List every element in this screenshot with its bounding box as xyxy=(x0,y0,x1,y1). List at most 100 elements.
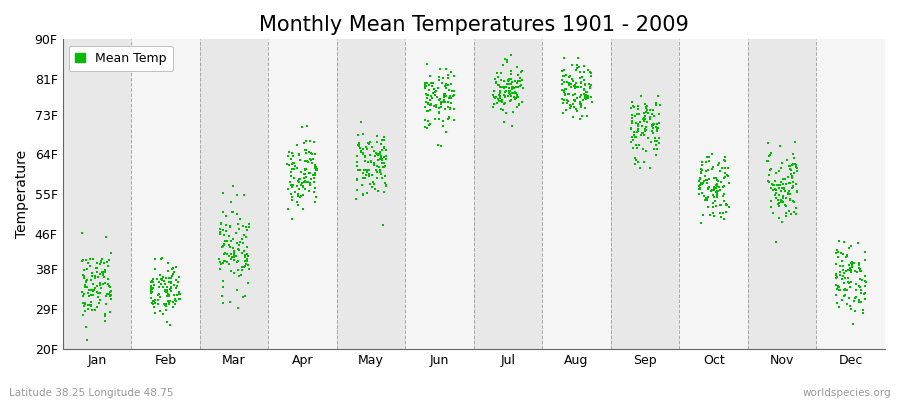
Point xyxy=(292,156,307,163)
Point xyxy=(830,300,844,306)
Point xyxy=(719,209,733,215)
Point xyxy=(777,185,791,191)
Point xyxy=(631,121,645,128)
Point xyxy=(221,253,236,260)
Point xyxy=(351,142,365,149)
Point xyxy=(712,160,726,166)
Point xyxy=(764,181,778,187)
Point xyxy=(101,280,115,287)
Point xyxy=(350,153,365,159)
Point xyxy=(418,83,433,89)
Point xyxy=(154,280,168,287)
Point xyxy=(492,88,507,94)
Point xyxy=(302,158,316,165)
Point xyxy=(76,257,91,263)
Point xyxy=(769,170,783,176)
Point xyxy=(236,223,250,229)
Point xyxy=(578,82,592,88)
Point xyxy=(421,101,436,107)
Point xyxy=(432,108,446,115)
Point xyxy=(296,206,310,212)
Point xyxy=(777,186,791,192)
Point xyxy=(631,111,645,118)
Point xyxy=(493,84,508,90)
Point xyxy=(506,109,520,115)
Point xyxy=(652,111,666,117)
Point xyxy=(76,274,91,281)
Point xyxy=(777,185,791,192)
Point xyxy=(701,154,716,160)
Point xyxy=(298,186,312,192)
Point xyxy=(839,287,853,293)
Point xyxy=(281,186,295,192)
Point xyxy=(718,158,733,164)
Point xyxy=(563,102,578,108)
Point xyxy=(487,88,501,95)
Point xyxy=(784,211,798,217)
Point xyxy=(850,269,864,275)
Point xyxy=(710,183,724,189)
Point xyxy=(82,256,96,262)
Point xyxy=(292,175,307,182)
Point xyxy=(497,92,511,98)
Point xyxy=(495,97,509,103)
Point xyxy=(234,236,248,242)
Point xyxy=(558,106,572,113)
Point xyxy=(158,288,172,294)
Point xyxy=(422,82,436,88)
Point xyxy=(89,265,104,272)
Point xyxy=(573,100,588,107)
Point xyxy=(93,282,107,288)
Point xyxy=(365,179,380,185)
Point xyxy=(222,223,237,230)
Point xyxy=(639,148,653,154)
Legend: Mean Temp: Mean Temp xyxy=(68,46,173,71)
Point xyxy=(580,89,594,96)
Point xyxy=(81,293,95,299)
Point xyxy=(431,74,446,80)
Point xyxy=(224,268,238,274)
Point xyxy=(280,160,294,167)
Point xyxy=(502,81,517,87)
Point xyxy=(438,85,453,91)
Point xyxy=(561,90,575,97)
Point xyxy=(554,68,569,74)
Point xyxy=(649,124,663,130)
Point xyxy=(789,162,804,168)
Point xyxy=(851,262,866,268)
Point xyxy=(220,251,234,258)
Point xyxy=(298,158,312,164)
Point xyxy=(369,150,383,156)
Point xyxy=(699,196,714,203)
Point xyxy=(148,300,162,306)
Point xyxy=(298,178,312,184)
Point xyxy=(168,301,183,308)
Point xyxy=(629,142,643,148)
Point xyxy=(708,189,723,195)
Point xyxy=(698,172,713,179)
Point xyxy=(356,131,370,137)
Point xyxy=(644,122,659,129)
Point xyxy=(714,202,728,208)
Point xyxy=(223,199,238,205)
Point xyxy=(845,259,859,265)
Point xyxy=(429,104,444,110)
Point xyxy=(496,62,510,68)
Point xyxy=(510,64,525,70)
Point xyxy=(299,150,313,157)
Point xyxy=(628,157,643,164)
Point xyxy=(837,286,851,293)
Point xyxy=(302,148,316,155)
Point xyxy=(237,264,251,270)
Point xyxy=(583,70,598,76)
Point xyxy=(227,257,241,263)
Point xyxy=(79,278,94,284)
Point xyxy=(697,178,711,184)
Point xyxy=(773,143,788,149)
Point xyxy=(217,258,231,264)
Point xyxy=(354,149,368,155)
Point xyxy=(233,271,248,278)
Point xyxy=(554,96,569,103)
Point xyxy=(373,169,387,175)
Point xyxy=(645,128,660,134)
